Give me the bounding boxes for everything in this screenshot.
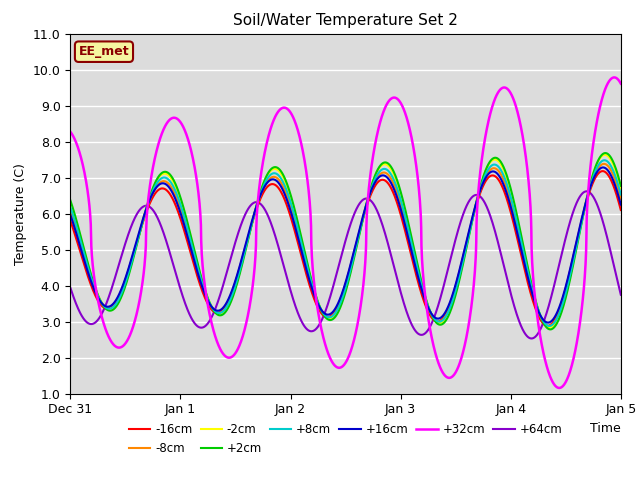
Line: +8cm: +8cm	[70, 160, 621, 326]
-16cm	[500, 187, 508, 193]
-16cm	[319, 312, 327, 318]
+16cm	[334, 300, 342, 306]
+8cm	[334, 305, 342, 311]
Legend: -16cm, -8cm, -2cm, +2cm, +8cm, +16cm, +32cm, +64cm: -16cm, -8cm, -2cm, +2cm, +8cm, +16cm, +3…	[124, 419, 567, 460]
Line: +16cm: +16cm	[70, 168, 621, 323]
-2cm	[67, 200, 74, 206]
-2cm	[500, 168, 508, 173]
+2cm	[500, 165, 508, 170]
-16cm	[599, 168, 607, 174]
+32cm	[601, 86, 609, 92]
+64cm	[500, 263, 508, 268]
+2cm	[334, 310, 342, 315]
Line: +2cm: +2cm	[70, 153, 621, 329]
+16cm	[500, 182, 508, 188]
+16cm	[544, 320, 552, 325]
+64cm	[617, 292, 625, 298]
Y-axis label: Temperature (C): Temperature (C)	[14, 163, 28, 264]
-8cm	[95, 296, 102, 301]
+16cm	[602, 165, 609, 171]
+32cm	[556, 385, 563, 391]
+16cm	[95, 296, 102, 301]
+64cm	[602, 228, 609, 233]
-8cm	[545, 323, 553, 329]
-8cm	[601, 161, 609, 167]
+8cm	[319, 311, 327, 316]
+32cm	[601, 87, 609, 93]
Line: +64cm: +64cm	[70, 192, 621, 338]
+2cm	[67, 198, 74, 204]
+16cm	[601, 165, 609, 171]
+64cm	[95, 316, 102, 322]
+32cm	[319, 335, 327, 341]
+8cm	[601, 157, 609, 163]
-2cm	[602, 152, 609, 158]
-8cm	[600, 161, 608, 167]
+64cm	[319, 313, 327, 319]
-16cm	[602, 169, 609, 175]
Line: -8cm: -8cm	[70, 164, 621, 326]
-16cm	[95, 299, 102, 304]
+32cm	[67, 129, 74, 135]
-8cm	[67, 208, 74, 214]
-16cm	[334, 302, 342, 308]
+16cm	[617, 202, 625, 207]
-2cm	[95, 293, 102, 299]
+8cm	[67, 204, 74, 210]
+2cm	[547, 326, 554, 332]
-8cm	[617, 196, 625, 202]
+2cm	[617, 183, 625, 189]
-2cm	[617, 186, 625, 192]
+2cm	[95, 294, 102, 300]
+2cm	[319, 312, 327, 317]
+64cm	[583, 189, 591, 194]
+64cm	[334, 265, 342, 271]
Line: -2cm: -2cm	[70, 155, 621, 327]
+2cm	[601, 150, 609, 156]
Title: Soil/Water Temperature Set 2: Soil/Water Temperature Set 2	[233, 13, 458, 28]
+32cm	[334, 365, 342, 371]
+16cm	[319, 310, 327, 315]
-8cm	[500, 178, 508, 183]
-2cm	[546, 324, 554, 330]
+8cm	[546, 323, 554, 329]
+64cm	[601, 227, 609, 232]
+2cm	[601, 150, 609, 156]
Line: +32cm: +32cm	[70, 77, 621, 388]
-2cm	[601, 152, 609, 158]
+32cm	[500, 84, 508, 90]
+8cm	[95, 294, 102, 300]
+32cm	[95, 300, 102, 306]
+8cm	[602, 157, 609, 163]
+64cm	[67, 285, 74, 291]
+2cm	[602, 150, 609, 156]
+32cm	[611, 74, 618, 80]
+8cm	[500, 173, 508, 179]
-2cm	[334, 307, 342, 312]
-2cm	[319, 311, 327, 316]
Line: -16cm: -16cm	[70, 171, 621, 326]
-16cm	[67, 218, 74, 224]
+32cm	[617, 81, 625, 86]
Text: EE_met: EE_met	[79, 45, 129, 58]
+16cm	[67, 212, 74, 218]
+16cm	[599, 165, 607, 170]
-16cm	[544, 323, 552, 329]
-8cm	[319, 311, 327, 317]
-8cm	[602, 161, 609, 167]
X-axis label: Time: Time	[590, 422, 621, 435]
-8cm	[334, 305, 342, 311]
+64cm	[528, 336, 536, 341]
+8cm	[617, 192, 625, 197]
-2cm	[601, 152, 609, 158]
-16cm	[617, 207, 625, 213]
+8cm	[601, 157, 609, 163]
-16cm	[601, 169, 609, 175]
